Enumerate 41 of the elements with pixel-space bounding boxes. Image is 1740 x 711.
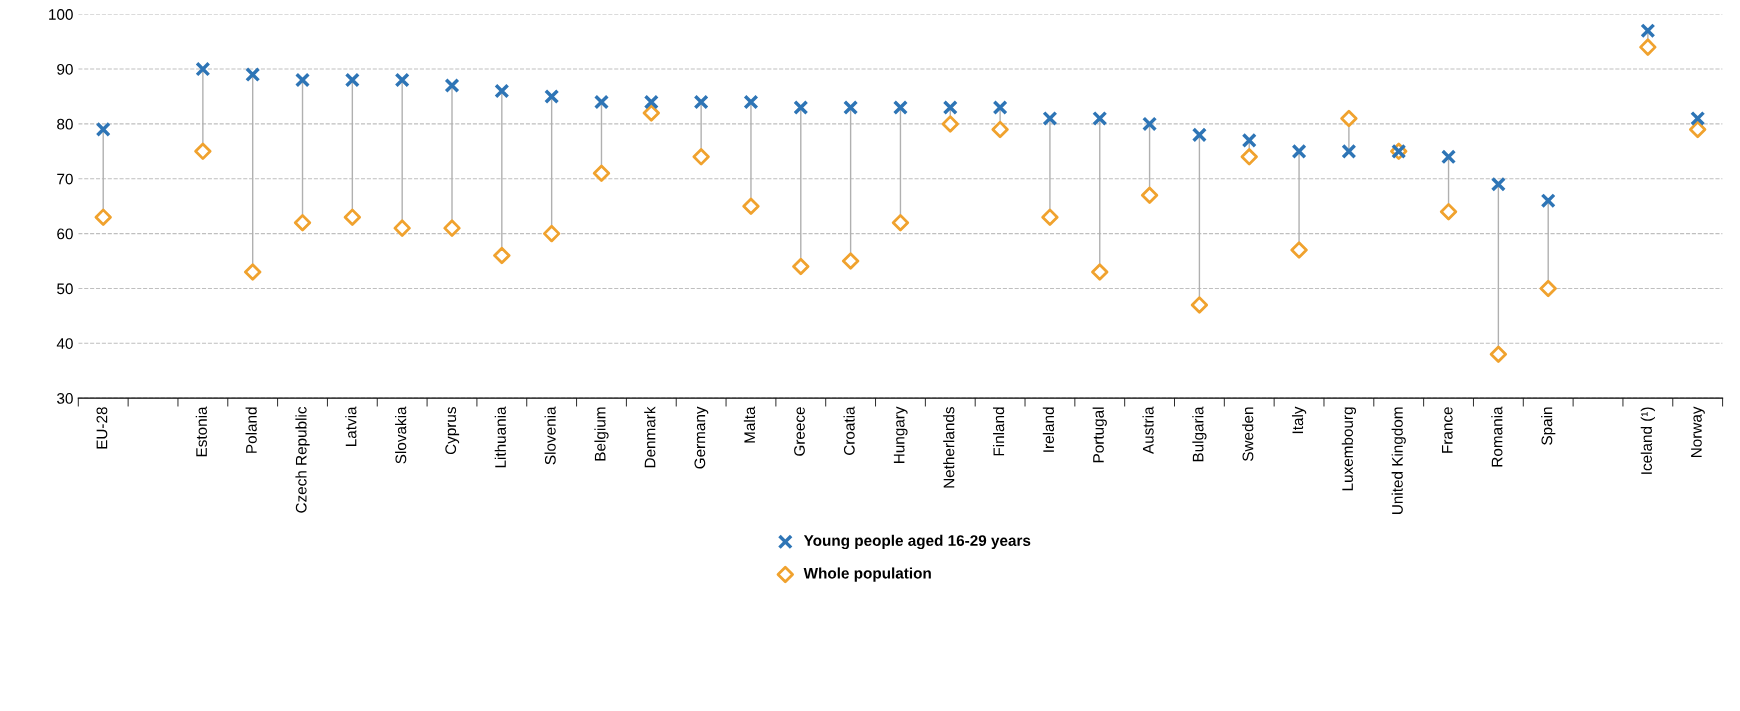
- x-tick-label: France: [1441, 407, 1453, 453]
- y-tick-label: 100: [49, 9, 73, 20]
- x-tick-label: Netherlands: [943, 407, 955, 488]
- x-tick-label: EU-28: [96, 407, 108, 449]
- x-tick-label: Norway: [1691, 406, 1705, 458]
- x-tick-label: Czech Republic: [295, 406, 310, 513]
- x-tick-label: United Kingdom: [1391, 407, 1406, 515]
- x-tick-label: Belgium: [594, 407, 609, 461]
- y-tick-label: 70: [57, 173, 73, 185]
- x-tick-label: Lithuania: [494, 406, 506, 468]
- x-tick-label: Luxembourg: [1341, 407, 1357, 491]
- x-tick-label: Slovakia: [395, 406, 407, 464]
- y-tick-label: 40: [56, 338, 73, 349]
- y-tick-label: 30: [57, 393, 73, 404]
- x-tick-label: Austria: [1142, 406, 1154, 455]
- x-tick-label: Portugal: [1092, 407, 1107, 463]
- x-tick-label: Estonia: [195, 406, 207, 457]
- y-tick-label: 50: [57, 283, 73, 295]
- legend-label: Whole population: [803, 567, 931, 582]
- y-tick-label: 80: [57, 118, 73, 130]
- x-tick-label: Ireland: [1042, 407, 1055, 452]
- x-tick-label: Hungary: [893, 406, 908, 463]
- x-tick-label: Germany: [694, 406, 709, 469]
- x-tick-label: Spain: [1541, 407, 1556, 445]
- x-tick-label: Sweden: [1242, 407, 1254, 462]
- x-tick-label: Cyprus: [445, 407, 460, 455]
- x-tick-label: Greece: [794, 407, 805, 456]
- x-tick-label: Denmark: [644, 406, 656, 468]
- legend-label: Young people aged 16-29 years: [803, 534, 1031, 550]
- y-tick-label: 90: [57, 63, 73, 75]
- x-tick-label: Bulgaria: [1192, 406, 1207, 462]
- x-tick-label: Malta: [743, 406, 756, 443]
- x-tick-label: Romania: [1491, 406, 1503, 467]
- x-tick-label: Poland: [245, 407, 257, 453]
- x-tick-label: Slovenia: [544, 406, 556, 465]
- x-tick-label: Iceland (¹): [1640, 407, 1655, 474]
- x-tick-label: Finland: [992, 407, 1005, 456]
- x-tick-label: Italy: [1291, 406, 1307, 434]
- y-tick-label: 60: [57, 228, 73, 240]
- x-tick-label: Latvia: [345, 406, 357, 447]
- x-tick-label: Croatia: [843, 406, 855, 455]
